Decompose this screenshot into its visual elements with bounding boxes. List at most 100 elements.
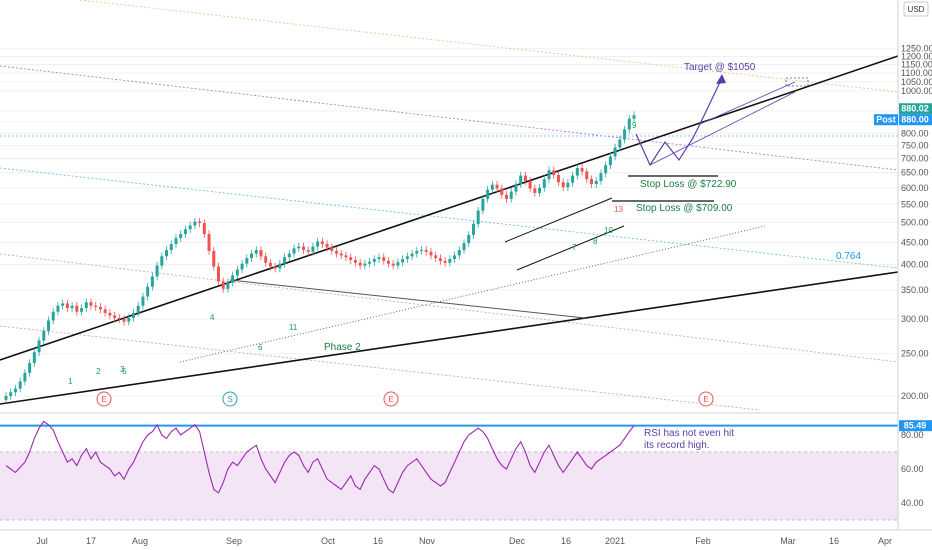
candle-body [268, 262, 272, 267]
candle-body [273, 266, 277, 269]
candle-body [259, 250, 263, 257]
price-tick-label: 1150.00 [901, 60, 932, 70]
candle-body [386, 260, 390, 264]
candle-body [9, 392, 13, 396]
fib-channel-lines [0, 0, 899, 411]
candle-body [353, 259, 357, 263]
candle-body [13, 388, 17, 393]
candle-body [618, 139, 622, 148]
candle-body [505, 194, 509, 199]
svg-text:880.00: 880.00 [901, 115, 929, 125]
time-tick-label: 17 [86, 536, 96, 546]
td-label: 2 [96, 367, 101, 376]
candle-body [391, 263, 395, 266]
time-axis[interactable]: Jul 17 Aug Sep Oct 16 Nov Dec 16 2021 Feb Mar 16 Apr [36, 536, 892, 546]
candle-body [481, 198, 485, 211]
candle-body [382, 257, 386, 261]
candle-body [566, 182, 570, 188]
candle-body [424, 250, 428, 252]
event-markers[interactable]: E S E E [96, 391, 714, 407]
candle-body [216, 266, 220, 282]
time-tick-label: Sep [226, 536, 242, 546]
price-tick-label: 800.00 [901, 128, 929, 138]
phase-2-label: Phase 2 [324, 342, 361, 353]
price-tick-label: 600.00 [901, 183, 929, 193]
time-tick-label: Nov [419, 536, 436, 546]
candle-body [627, 118, 631, 130]
stop-loss-annotation-1: Stop Loss @ $722.90 [640, 179, 737, 190]
earnings-marker-label: E [703, 395, 708, 404]
price-tick-label: 1200.00 [901, 51, 932, 61]
candle-body [18, 381, 22, 389]
candle-body [528, 180, 532, 189]
candle-body [401, 259, 405, 263]
td-label: 11 [289, 323, 298, 332]
candle-body [113, 315, 117, 318]
candle-body [604, 165, 608, 174]
candle-body [131, 312, 135, 318]
currency-badge[interactable] [903, 1, 929, 17]
svg-text:Post: Post [876, 115, 896, 125]
candle-body [250, 253, 254, 259]
td-label: 10 [604, 226, 613, 235]
candle-body [42, 330, 46, 341]
candle-body [188, 225, 192, 230]
candle-body [231, 275, 235, 283]
rsi-line [5, 420, 635, 494]
trend-lines[interactable] [0, 55, 899, 405]
candle-body [542, 179, 546, 188]
candle-body [98, 306, 102, 310]
price-tick-label: 1000.00 [901, 86, 932, 96]
candle-body [320, 241, 324, 245]
rsi-axis-ticks: 40.00 60.00 80.00 [901, 430, 924, 508]
candle-body [467, 234, 471, 244]
td-sequence-labels: 1 2 3 4 5 6 7 8 9 10 11 13 [68, 121, 637, 386]
candle-body [75, 305, 79, 312]
projection-path [635, 74, 809, 167]
candle-body [127, 317, 131, 322]
candle-body [108, 312, 112, 316]
td-label: 5 [122, 367, 127, 376]
candle-body [198, 221, 202, 224]
candle-body [51, 311, 55, 321]
price-tick-label: 250.00 [901, 349, 929, 359]
candle-body [495, 184, 499, 189]
candle-body [23, 372, 27, 382]
stop-loss-annotation-2: Stop Loss @ $709.00 [636, 203, 733, 214]
earnings-marker-label: E [101, 395, 106, 404]
candle-body [547, 170, 551, 180]
candle-body [429, 251, 433, 256]
candle-body [278, 263, 282, 269]
price-tick-label: 400.00 [901, 260, 929, 270]
price-axis[interactable] [898, 0, 932, 530]
rsi-tick-label: 80.00 [901, 430, 924, 440]
candle-body [349, 257, 353, 260]
candle-body [311, 246, 315, 252]
candle-body [94, 305, 98, 307]
candle-body [254, 250, 258, 254]
td-label: 3 [120, 365, 125, 374]
time-tick-label: 16 [561, 536, 571, 546]
td-label: 8 [593, 237, 598, 246]
time-tick-label: Aug [132, 536, 148, 546]
earnings-marker-label: E [388, 395, 393, 404]
time-tick-label: 16 [829, 536, 839, 546]
post-price-tag: Post 880.00 [874, 114, 932, 126]
candle-body [202, 223, 206, 235]
svg-text:85.49: 85.49 [904, 421, 927, 431]
candle-body [212, 250, 216, 267]
candle-body [28, 363, 32, 373]
split-marker-label: S [227, 395, 232, 404]
candle-body [344, 255, 348, 258]
rsi-tick-label: 40.00 [901, 498, 924, 508]
candle-body [264, 256, 268, 263]
rsi-value-tag: 85.49 [899, 420, 932, 432]
candle-body [46, 320, 50, 331]
rising-dotted-line [179, 225, 766, 363]
price-pane[interactable] [0, 0, 898, 412]
candle-body [174, 238, 178, 245]
candle-body [141, 296, 145, 306]
candle-body [523, 175, 527, 181]
candle-body [155, 265, 159, 277]
